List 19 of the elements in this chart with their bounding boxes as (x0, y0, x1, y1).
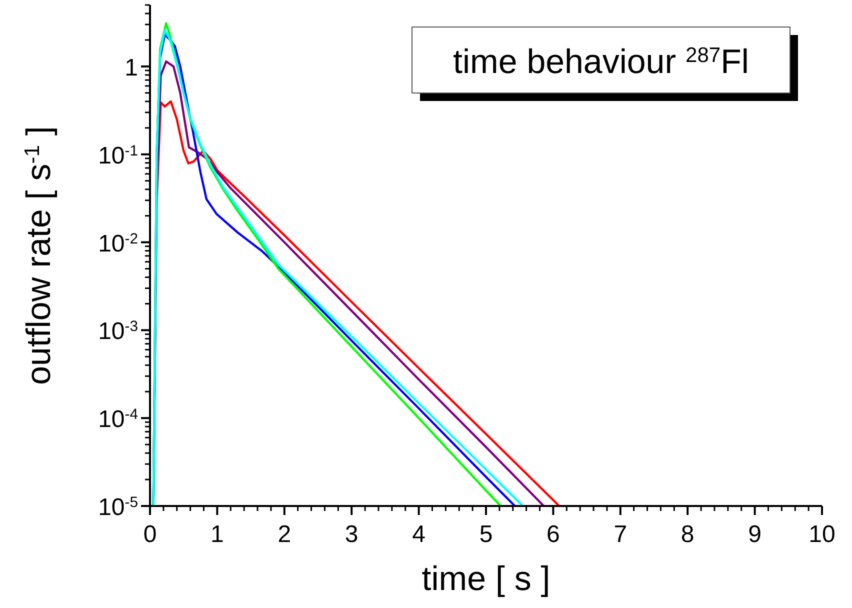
x-tick-label: 9 (748, 521, 762, 548)
x-tick-label: 0 (143, 521, 157, 548)
y-tick-label: 10$^{-1}$ (98, 142, 138, 170)
x-tick-label: 6 (546, 521, 560, 548)
x-tick-label: 1 (210, 521, 224, 548)
x-tick-label: 4 (412, 521, 426, 548)
y-tick-label: 10$^{-2}$ (98, 230, 138, 258)
x-tick-label: 5 (479, 521, 493, 548)
x-axis-title: time [ s ] (422, 560, 550, 598)
x-tick-label: 10 (808, 521, 836, 548)
x-tick-label: 3 (344, 521, 358, 548)
x-tick-label: 2 (278, 521, 292, 548)
y-tick-label: 10$^{-3}$ (98, 318, 138, 346)
x-tick-label: 7 (614, 521, 628, 548)
text: time behaviour $^{287}$Fl (453, 43, 749, 81)
y-tick-label: 1 (124, 54, 138, 82)
x-tick-label: 8 (680, 521, 694, 548)
y-tick-label: 10$^{-5}$ (98, 494, 138, 521)
y-tick-label: 10$^{-4}$ (98, 406, 138, 434)
